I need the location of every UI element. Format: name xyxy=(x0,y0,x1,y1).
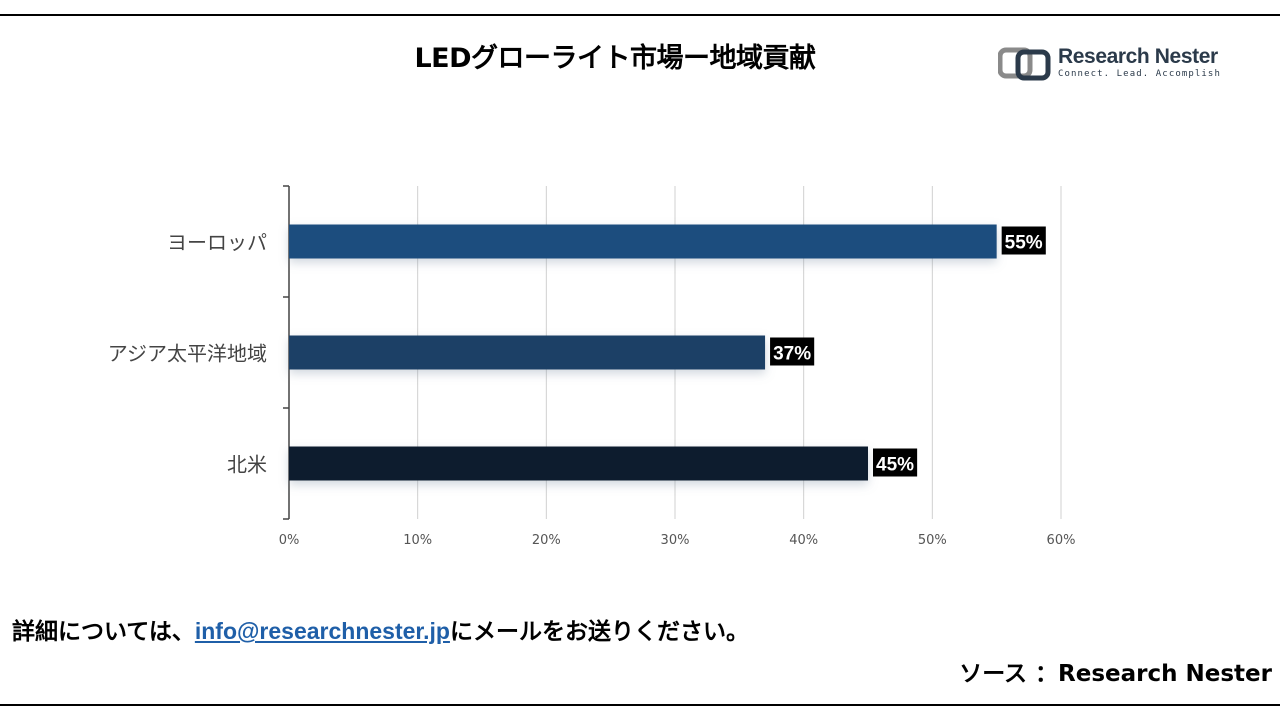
value-label-background xyxy=(873,448,918,477)
value-label-background xyxy=(770,337,815,366)
x-tick-label: 20% xyxy=(532,533,561,548)
bar-chart: ヨーロッパ 55% アジア太平洋地域 37% 北米 45% 0% 10% 20% 30% 40% 50… xyxy=(108,185,1076,548)
x-tick-label: 60% xyxy=(1047,533,1076,548)
x-tick-label: 10% xyxy=(403,533,432,548)
source-credit: ソース ：Research Nester xyxy=(959,661,1272,687)
logo-tagline: Connect. Lead. Accomplish xyxy=(1058,69,1221,79)
contact-suffix: にメールをお送りください。 xyxy=(449,619,749,645)
contact-prefix: 詳細については、 xyxy=(12,619,195,645)
bar xyxy=(289,224,997,259)
x-tick-label: 0% xyxy=(279,533,300,548)
x-tick-label: 30% xyxy=(661,533,690,548)
value-label: 55% xyxy=(1005,233,1043,254)
bottom-rule xyxy=(0,704,1280,706)
contact-line: 詳細については、info@researchnester.jpにメールをお送りくだ… xyxy=(12,612,749,646)
value-label: 37% xyxy=(773,344,811,365)
category-label: アジア太平洋地域 xyxy=(108,342,267,366)
chart-title: LEDグローライト市場ー地域貢献 xyxy=(414,43,816,74)
contact-email-link[interactable]: info@researchnester.jp xyxy=(194,618,450,644)
x-tick-label: 40% xyxy=(789,533,818,548)
category-label: ヨーロッパ xyxy=(167,231,267,255)
value-label-background xyxy=(1001,226,1046,255)
bar xyxy=(289,335,766,370)
logo: Research Nester Connect. Lead. Accomplis… xyxy=(997,45,1228,82)
x-tick-label: 50% xyxy=(918,533,947,548)
top-rule xyxy=(0,14,1280,16)
bar xyxy=(289,446,868,481)
research-nester-logo-icon xyxy=(997,47,1051,81)
value-label: 45% xyxy=(876,455,914,476)
logo-name: Research Nester xyxy=(1058,45,1218,68)
category-label: 北米 xyxy=(227,453,267,477)
